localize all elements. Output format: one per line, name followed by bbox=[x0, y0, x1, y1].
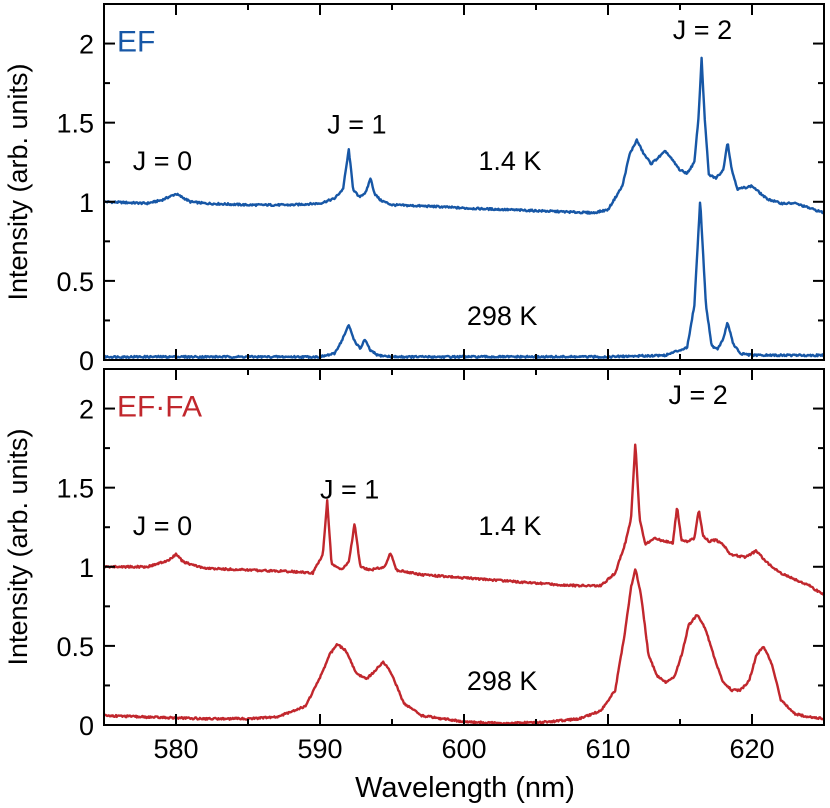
y-tick-label: 0.5 bbox=[56, 632, 94, 662]
y-tick-label: 2 bbox=[79, 30, 94, 60]
x-tick-label: 600 bbox=[441, 734, 486, 764]
annotation-label: J = 1 bbox=[320, 475, 379, 505]
y-tick-label: 0 bbox=[79, 711, 94, 741]
y-tick-label: 1.5 bbox=[56, 109, 94, 139]
y-tick-label: 0 bbox=[79, 346, 94, 376]
top-panel: 0 0.5 1 1.5 2 Intensity (arb. units) EF J = 0 J … bbox=[3, 3, 825, 376]
series-line-1-4-k bbox=[103, 443, 826, 597]
annotation-label: 298 K bbox=[467, 666, 538, 696]
y-tick-label: 1 bbox=[79, 553, 94, 583]
annotation-label: J = 2 bbox=[668, 380, 727, 410]
y-axis-label: Intensity (arb. units) bbox=[3, 63, 33, 300]
series-line-1-4-k bbox=[103, 56, 825, 215]
bottom-panel: 0 0.5 1 1.5 2 580 590 600 610 620 Intensity (arb. … bbox=[3, 368, 826, 764]
x-axis-label: Wavelength (nm) bbox=[355, 772, 575, 804]
panel-label: EF·FA bbox=[117, 390, 202, 423]
annotation-label: J = 0 bbox=[133, 146, 192, 176]
y-tick-label: 1 bbox=[79, 188, 94, 218]
annotation-label: 1.4 K bbox=[478, 146, 541, 176]
series-line-298-k bbox=[102, 201, 825, 359]
annotation-label: 1.4 K bbox=[478, 511, 541, 541]
x-tick-label: 590 bbox=[297, 734, 342, 764]
y-tick-label: 1.5 bbox=[56, 474, 94, 504]
plot-frame bbox=[103, 368, 825, 726]
y-tick-label: 2 bbox=[79, 395, 94, 425]
annotation-label: J = 1 bbox=[327, 110, 386, 140]
x-tick-label: 610 bbox=[585, 734, 630, 764]
y-tick-label: 0.5 bbox=[56, 267, 94, 297]
annotation-label: 298 K bbox=[467, 301, 538, 331]
annotation-label: J = 2 bbox=[673, 15, 732, 45]
series-line-298-k bbox=[103, 568, 825, 726]
plot-frame bbox=[103, 3, 825, 361]
x-tick-label: 620 bbox=[729, 734, 774, 764]
y-axis-label: Intensity (arb. units) bbox=[3, 428, 33, 665]
x-tick-label: 580 bbox=[153, 734, 198, 764]
annotation-label: J = 0 bbox=[133, 511, 192, 541]
panel-label: EF bbox=[117, 25, 155, 58]
